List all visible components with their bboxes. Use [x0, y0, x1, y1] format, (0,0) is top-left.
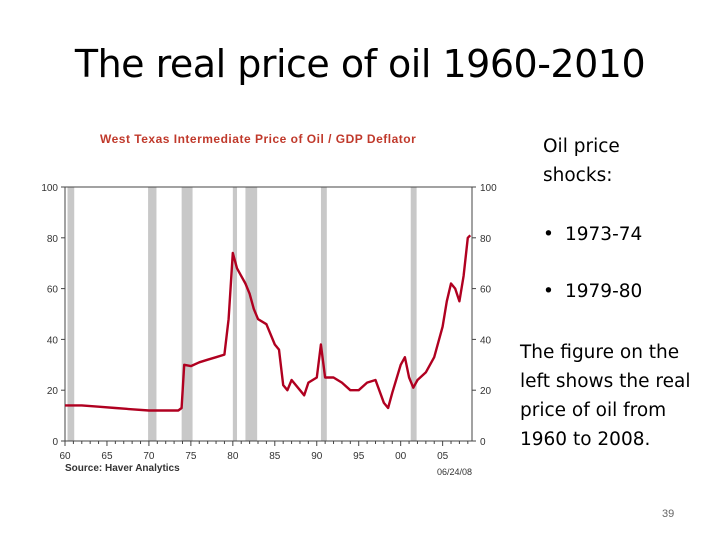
bullet-dot: •	[543, 224, 554, 245]
y-tick-label-left: 80	[47, 234, 59, 245]
x-tick-label: 85	[269, 451, 281, 462]
recession-bands	[67, 187, 417, 441]
oil-price-chart: West Texas Intermediate Price of Oil / G…	[30, 125, 510, 485]
y-tick-label-right: 40	[480, 335, 492, 346]
x-tick-label: 60	[59, 451, 71, 462]
y-tick-label-right: 20	[480, 386, 492, 397]
bullet-text: 1973-74	[565, 224, 643, 245]
recession-band	[232, 187, 238, 441]
x-tick-label: 65	[101, 451, 113, 462]
y-tick-label-left: 0	[52, 437, 58, 448]
recession-band	[320, 187, 327, 441]
oil-price-line	[65, 234, 472, 412]
date-stamp: 06/24/08	[437, 467, 472, 477]
bullet-dot: •	[543, 281, 554, 302]
description-text: The figure on the left shows the real pr…	[520, 342, 691, 450]
y-tick-label-right: 80	[480, 234, 492, 245]
recession-band	[181, 187, 193, 441]
x-tick-label: 00	[395, 451, 407, 462]
recession-band	[245, 187, 258, 441]
chart-axes	[61, 186, 476, 446]
recession-band	[67, 187, 75, 441]
bullet-item: • 1973-74	[543, 220, 693, 249]
bullet-text: 1979-80	[565, 281, 643, 302]
source-label: Source: Haver Analytics	[65, 463, 180, 474]
y-tick-label-left: 20	[47, 386, 59, 397]
y-tick-label-right: 0	[480, 437, 486, 448]
y-tick-label-left: 40	[47, 335, 59, 346]
x-tick-label: 75	[185, 451, 197, 462]
y-tick-label-left: 100	[41, 183, 58, 194]
recession-band	[410, 187, 417, 441]
page-number: 39	[662, 508, 675, 520]
series-layer	[65, 234, 472, 412]
x-tick-label: 70	[143, 451, 155, 462]
bullet-item: • 1979-80	[543, 277, 693, 306]
x-tick-label: 80	[227, 451, 239, 462]
y-tick-label-right: 60	[480, 285, 492, 296]
x-tick-label: 95	[353, 451, 365, 462]
recession-band	[148, 187, 157, 441]
sidebar-heading: Oil price shocks:	[543, 136, 620, 186]
chart-title: West Texas Intermediate Price of Oil / G…	[100, 132, 417, 146]
y-tick-label-right: 100	[480, 183, 497, 194]
y-tick-label-left: 60	[47, 285, 59, 296]
x-tick-label: 90	[311, 451, 323, 462]
slide-title: The real price of oil 1960-2010	[74, 42, 646, 86]
x-tick-label: 05	[437, 451, 449, 462]
plot-frame	[64, 186, 473, 442]
